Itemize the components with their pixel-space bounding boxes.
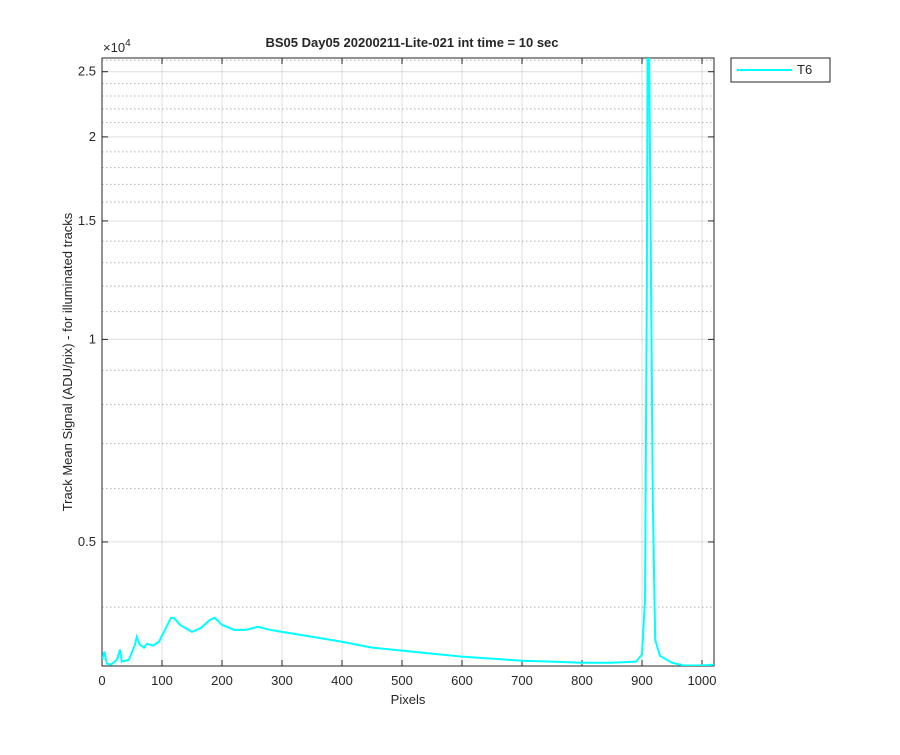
y-multiplier: ×104 bbox=[103, 38, 131, 55]
x-tick-label: 300 bbox=[271, 673, 293, 688]
legend: T6 bbox=[730, 57, 831, 83]
chart-title: BS05 Day05 20200211-Lite-021 int time = … bbox=[265, 35, 558, 50]
y-multiplier-base: ×10 bbox=[103, 40, 125, 55]
y-tick-label: 0.5 bbox=[78, 534, 96, 549]
x-tick-label: 500 bbox=[391, 673, 413, 688]
x-tick-label: 100 bbox=[151, 673, 173, 688]
x-tick-label: 1000 bbox=[688, 673, 717, 688]
x-tick-label: 0 bbox=[98, 673, 105, 688]
plot-area bbox=[102, 58, 714, 666]
x-tick-label: 400 bbox=[331, 673, 353, 688]
y-multiplier-exponent: 4 bbox=[125, 38, 131, 49]
data-line bbox=[102, 58, 714, 666]
x-tick-label: 900 bbox=[631, 673, 653, 688]
x-axis-label: Pixels bbox=[391, 692, 426, 707]
legend-label: T6 bbox=[797, 62, 812, 77]
y-tick-label: 1 bbox=[89, 331, 96, 346]
y-tick-label: 2.5 bbox=[78, 64, 96, 79]
x-tick-label: 800 bbox=[571, 673, 593, 688]
x-tick-label: 600 bbox=[451, 673, 473, 688]
y-tick-label: 2 bbox=[89, 129, 96, 144]
x-tick-label: 200 bbox=[211, 673, 233, 688]
y-axis-label: Track Mean Signal (ADU/pix) - for illumi… bbox=[60, 212, 75, 511]
y-tick-label: 1.5 bbox=[78, 213, 96, 228]
x-tick-label: 700 bbox=[511, 673, 533, 688]
axes-box bbox=[101, 57, 715, 667]
